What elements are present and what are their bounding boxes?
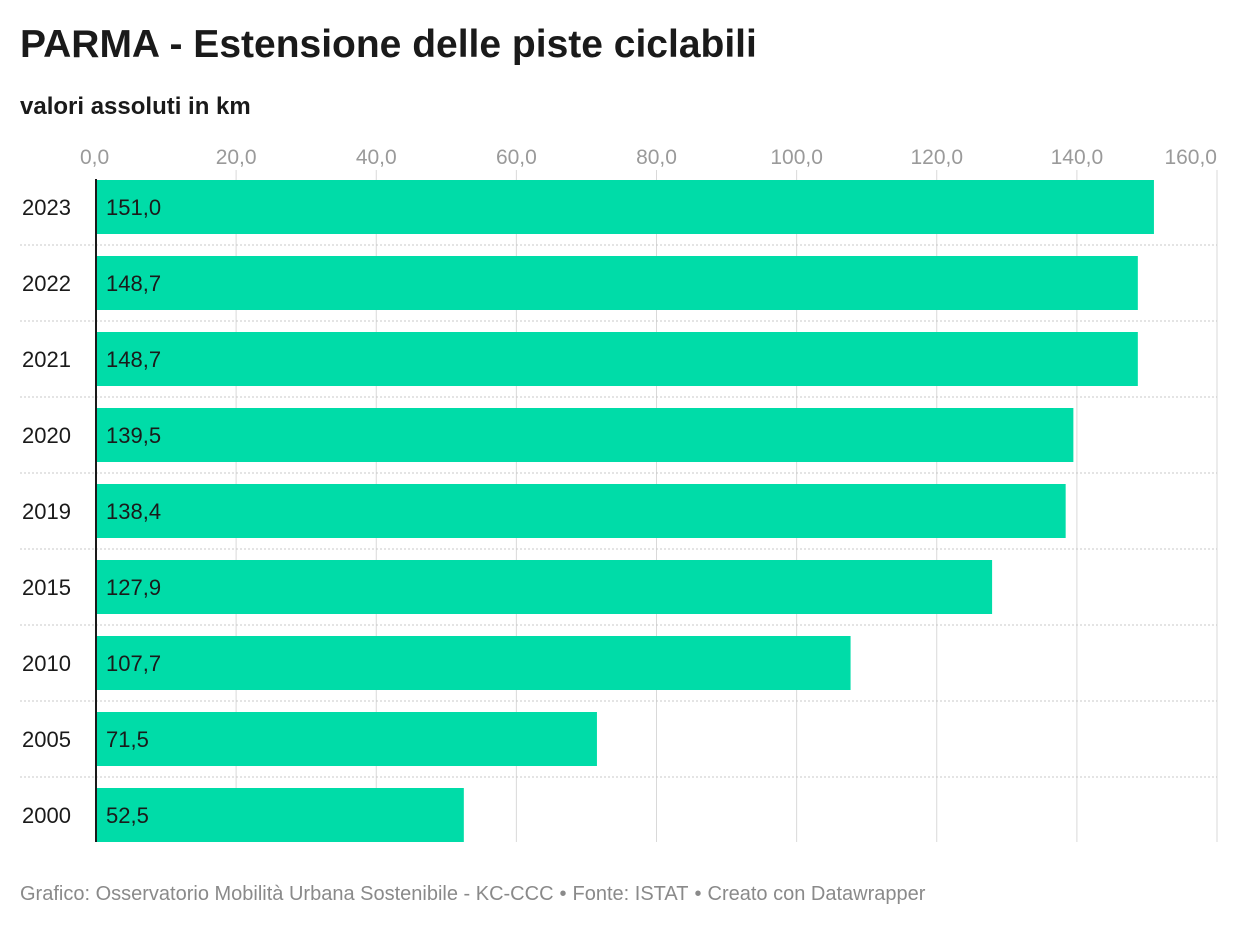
- data-label: 107,7: [106, 651, 161, 676]
- data-label: 139,5: [106, 423, 161, 448]
- x-tick-label: 60,0: [496, 146, 537, 169]
- x-tick-label: 40,0: [356, 146, 397, 169]
- chart-title: PARMA - Estensione delle piste ciclabili: [20, 23, 757, 66]
- bar: [96, 636, 851, 690]
- data-label: 52,5: [106, 803, 149, 828]
- footer-tool[interactable]: Creato con Datawrapper: [707, 883, 926, 905]
- bar-chart: 0,0 20,0 40,0 60,0 80,0 100,0 120,0 140,0 160,0 2…: [20, 146, 1218, 842]
- data-label: 148,7: [106, 347, 161, 372]
- data-label: 138,4: [106, 499, 161, 524]
- category-label: 2019: [22, 499, 71, 524]
- category-label: 2021: [22, 347, 71, 372]
- x-tick-label: 20,0: [216, 146, 257, 169]
- bar: [96, 256, 1138, 310]
- x-tick-label: 160,0: [1164, 146, 1217, 169]
- data-label: 71,5: [106, 727, 149, 752]
- chart-subtitle: valori assoluti in km: [20, 93, 251, 120]
- footer-separator: •: [559, 883, 567, 905]
- chart-footer: Grafico: Osservatorio Mobilità Urbana So…: [20, 881, 925, 907]
- bar: [96, 484, 1066, 538]
- category-label: 2020: [22, 423, 71, 448]
- data-label: 127,9: [106, 575, 161, 600]
- footer-separator: •: [694, 883, 702, 905]
- category-label: 2023: [22, 195, 71, 220]
- bar: [96, 560, 993, 614]
- x-tick-label: 140,0: [1051, 146, 1104, 169]
- data-label: 151,0: [106, 195, 161, 220]
- category-label: 2005: [22, 727, 71, 752]
- x-tick-label: 100,0: [770, 146, 823, 169]
- footer-credit: Grafico: Osservatorio Mobilità Urbana So…: [20, 883, 554, 905]
- bar: [96, 712, 597, 766]
- bar: [96, 332, 1138, 386]
- category-label: 2015: [22, 575, 71, 600]
- footer-source: Fonte: ISTAT: [572, 883, 689, 905]
- category-label: 2000: [22, 803, 71, 828]
- category-label: 2022: [22, 271, 71, 296]
- bar: [96, 788, 464, 842]
- category-label: 2010: [22, 651, 71, 676]
- bar: [96, 180, 1154, 234]
- x-tick-label: 0,0: [80, 146, 109, 169]
- x-tick-label: 120,0: [910, 146, 963, 169]
- x-tick-label: 80,0: [636, 146, 677, 169]
- bar: [96, 408, 1074, 462]
- data-label: 148,7: [106, 271, 161, 296]
